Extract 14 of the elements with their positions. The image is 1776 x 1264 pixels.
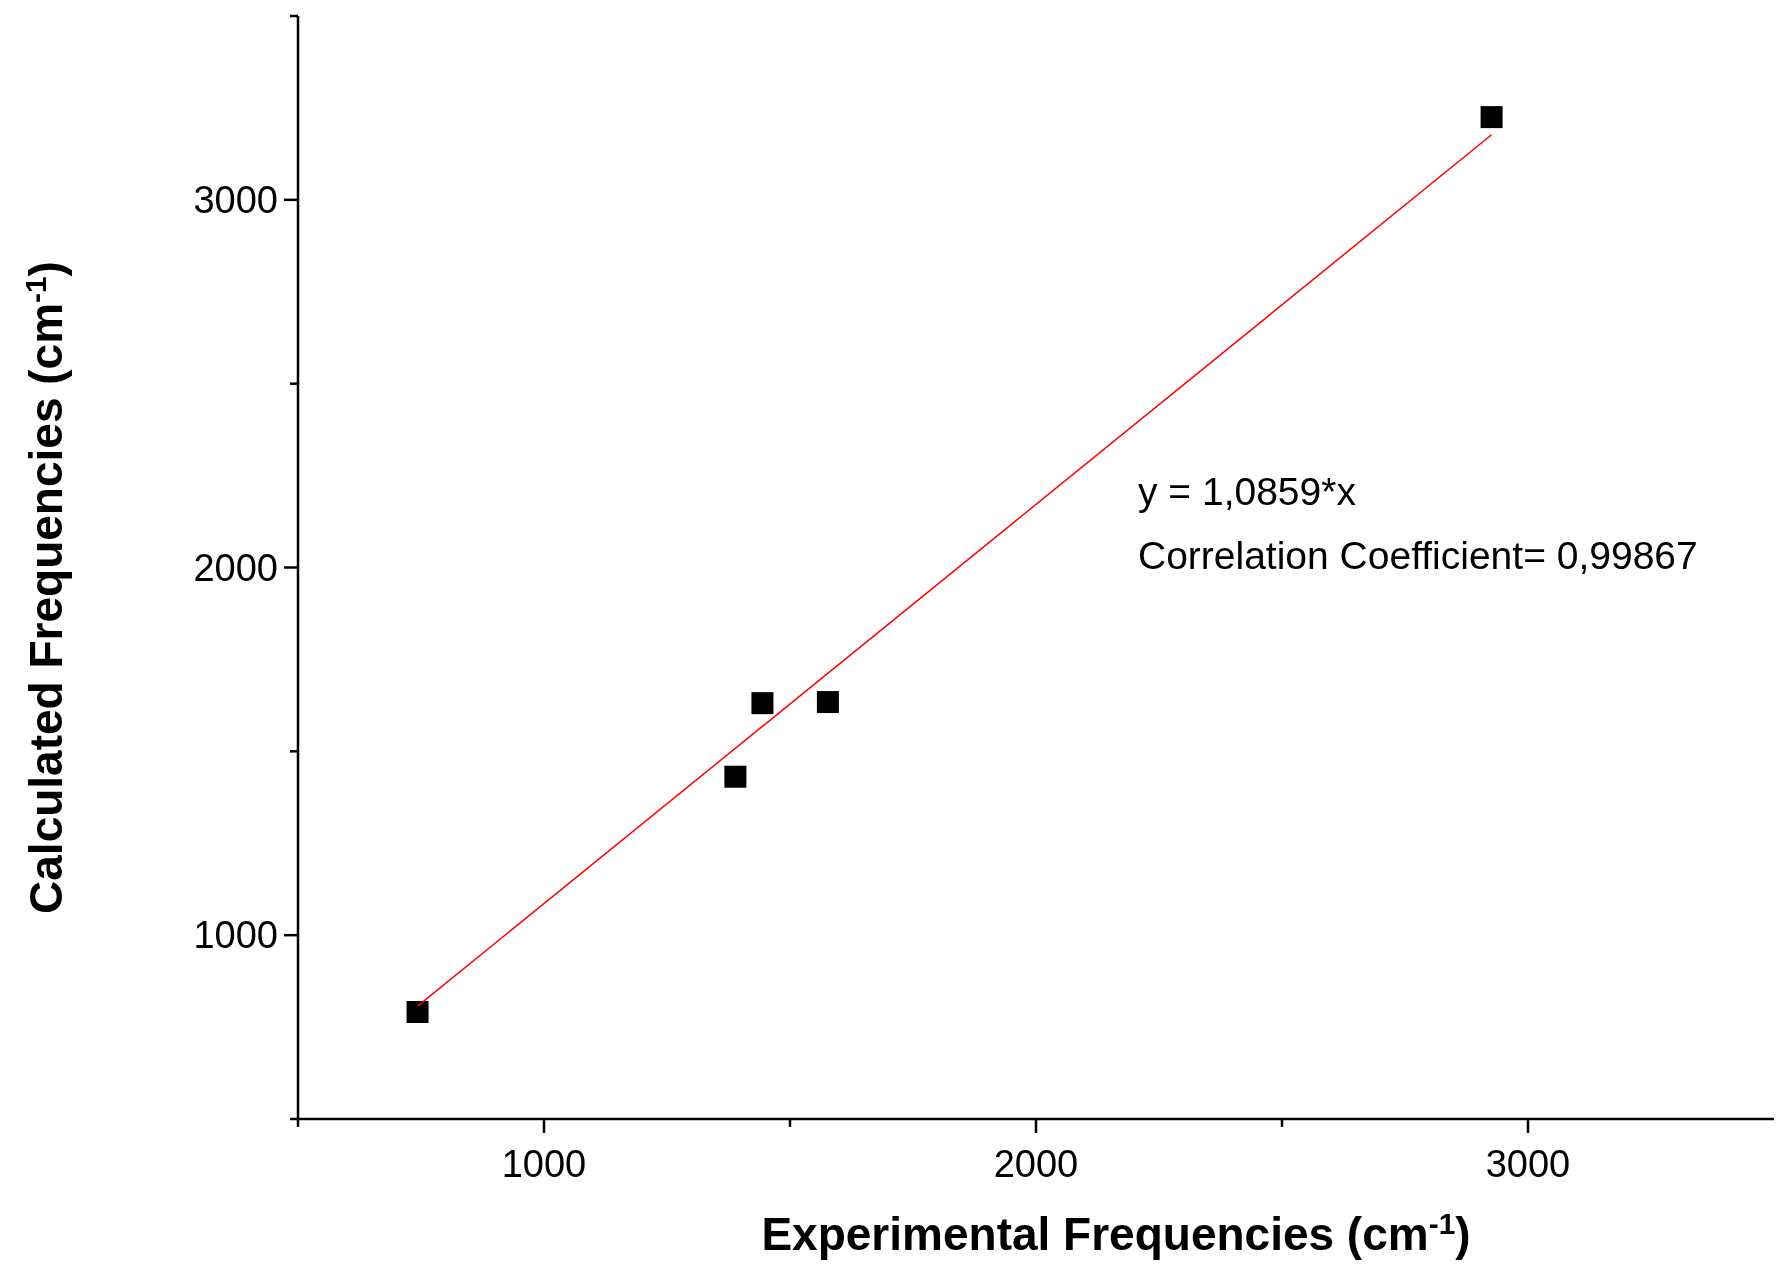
point xyxy=(751,692,774,715)
point xyxy=(816,691,839,714)
x-tick-label: 2000 xyxy=(993,1143,1079,1185)
y-tick-label: 2000 xyxy=(193,546,278,589)
x-tick-label: 1000 xyxy=(501,1143,587,1185)
y-tick-label: 1000 xyxy=(193,914,278,957)
point xyxy=(406,1001,429,1024)
annotation: y = 1,0859*x xyxy=(1138,470,1357,513)
x-axis-title: Experimental Frequencies (cm$^{-1}$) xyxy=(761,1206,1471,1260)
annotation: Correlation Coefficient= 0,99867 xyxy=(1138,534,1698,577)
point xyxy=(724,765,747,788)
x-tick-label: 3000 xyxy=(1485,1143,1571,1185)
point xyxy=(1480,106,1503,129)
y-tick-label: 3000 xyxy=(193,178,278,221)
